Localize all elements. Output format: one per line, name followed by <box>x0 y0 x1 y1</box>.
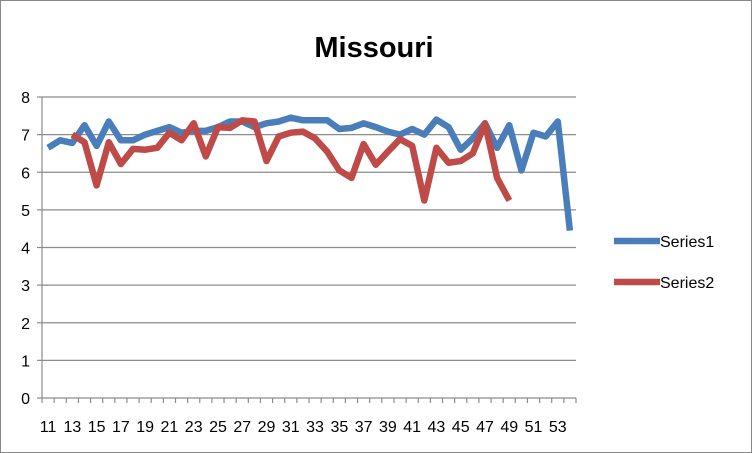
x-tick-label: 11 <box>40 419 57 436</box>
x-tick-label: 31 <box>282 419 300 436</box>
x-tick-label: 17 <box>112 419 130 436</box>
series-line-2 <box>70 117 513 204</box>
x-tick-label: 21 <box>161 419 179 436</box>
y-tick-label: 7 <box>21 128 30 145</box>
x-tick-label: 37 <box>355 419 373 436</box>
x-tick-label: 43 <box>428 419 446 436</box>
legend-label-2: Series2 <box>660 275 714 292</box>
x-tick-label: 13 <box>63 419 81 436</box>
x-tick-label: 53 <box>549 419 567 436</box>
legend-label-1: Series1 <box>660 234 714 251</box>
chart-title: Missouri <box>314 32 433 64</box>
x-tick-label: 47 <box>476 419 494 436</box>
x-tick-label: 29 <box>258 419 276 436</box>
y-tick-label: 8 <box>21 90 30 107</box>
x-tick-label: 41 <box>403 419 421 436</box>
y-tick-label: 2 <box>21 316 30 333</box>
y-tick-label: 1 <box>21 353 30 370</box>
x-tick-label: 49 <box>500 419 518 436</box>
y-tick-label: 5 <box>21 203 30 220</box>
y-tick-label: 3 <box>21 278 30 295</box>
y-tick-label: 4 <box>21 241 30 258</box>
x-tick-label: 15 <box>88 419 106 436</box>
y-axis-ticks: 0 1 2 3 4 5 6 7 8 <box>21 90 42 408</box>
x-tick-label: 35 <box>330 419 348 436</box>
x-axis-ticks: 11 13 15 17 19 21 23 25 27 29 31 33 35 37 39 41 43 45 47 49… <box>40 398 577 436</box>
x-tick-label: 19 <box>136 419 154 436</box>
x-tick-label: 25 <box>209 419 227 436</box>
x-tick-label: 33 <box>306 419 324 436</box>
legend: Series1 Series2 <box>614 234 714 292</box>
x-tick-label: 27 <box>233 419 251 436</box>
x-tick-label: 45 <box>452 419 470 436</box>
x-tick-label: 39 <box>379 419 397 436</box>
y-tick-label: 0 <box>21 391 30 408</box>
x-tick-label: 23 <box>185 419 203 436</box>
x-tick-label: 51 <box>525 419 543 436</box>
series-lines <box>46 114 574 231</box>
y-tick-label: 6 <box>21 165 30 182</box>
